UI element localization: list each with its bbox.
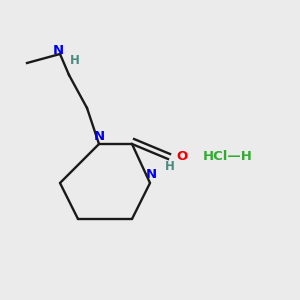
Text: N: N <box>93 130 105 143</box>
Text: H: H <box>70 53 80 67</box>
Text: HCl—H: HCl—H <box>203 149 253 163</box>
Text: N: N <box>146 167 157 181</box>
Text: N: N <box>53 44 64 58</box>
Text: O: O <box>176 149 187 163</box>
Text: H: H <box>165 160 174 173</box>
